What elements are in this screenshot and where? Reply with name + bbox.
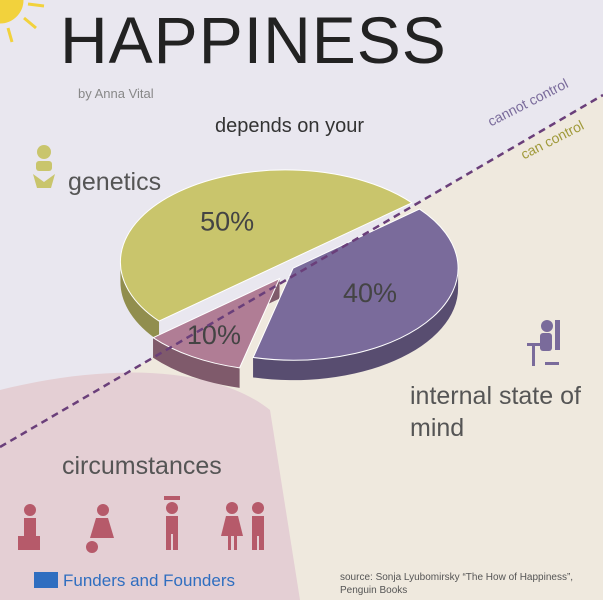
value-label: 40% (343, 278, 397, 308)
source: source: Sonja Lyubomirsky “The How of Ha… (340, 572, 574, 596)
sun (0, 0, 45, 43)
control-divider (0, 93, 603, 449)
slice-side (120, 261, 160, 342)
lead-text: depends on your (215, 115, 365, 137)
title: HAPPINESS (60, 3, 447, 77)
slice-side (253, 268, 459, 381)
pie: 40% 10% 50% (120, 169, 459, 388)
value-label: 10% (187, 320, 241, 350)
slice (120, 169, 413, 322)
circumstance-icons (18, 496, 264, 553)
baby-icon (33, 145, 55, 188)
category-label: genetics (68, 168, 162, 196)
value-label: 50% (200, 206, 254, 236)
category-label: internal state of mind (410, 382, 581, 442)
brand: Funders and Founders (63, 571, 235, 590)
desk-icon (527, 320, 560, 366)
brand-logo (34, 572, 58, 588)
category-label: circumstances (62, 452, 222, 480)
circumstances-area (0, 372, 300, 600)
subtitle: by Anna Vital (78, 86, 154, 101)
slice (252, 208, 459, 361)
slice (152, 277, 281, 369)
